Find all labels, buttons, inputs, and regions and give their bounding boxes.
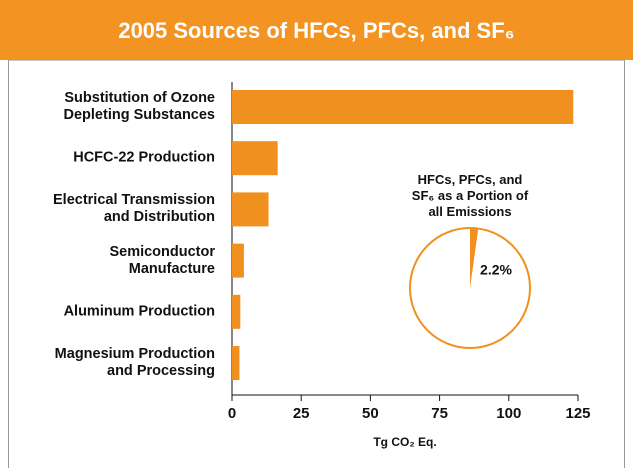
- pie-label: 2.2%: [480, 262, 512, 278]
- bar: [232, 90, 574, 124]
- category-label: HCFC-22 Production: [73, 149, 215, 166]
- chart-title: 2005 Sources of HFCs, PFCs, and SF₆: [118, 18, 515, 43]
- x-tick-label: 125: [565, 405, 590, 422]
- bar: [232, 192, 269, 227]
- x-tick-label: 75: [431, 405, 448, 422]
- x-axis-label: Tg CO₂ Eq.: [373, 435, 436, 449]
- bar: [232, 346, 240, 380]
- x-tick-label: 0: [228, 405, 236, 422]
- title-bar: [0, 0, 633, 60]
- x-tick-label: 25: [293, 405, 310, 422]
- bar: [232, 243, 244, 278]
- pie-title: HFCs, PFCs, and SF₆ as a Portion of all …: [411, 172, 529, 219]
- category-label: Magnesium Production and Processing: [54, 346, 215, 379]
- category-label: Electrical Transmission and Distribution: [53, 192, 215, 226]
- pie-slice: [470, 228, 479, 288]
- category-label: Aluminum Production: [63, 303, 215, 320]
- bar: [232, 141, 278, 176]
- x-tick-label: 50: [362, 405, 379, 422]
- category-label: Semiconductor Manufacture: [109, 243, 215, 277]
- x-tick-label: 100: [496, 405, 521, 422]
- bar: [232, 294, 241, 329]
- category-label: Substitution of Ozone Depleting Substanc…: [63, 90, 215, 123]
- frame: [8, 59, 625, 468]
